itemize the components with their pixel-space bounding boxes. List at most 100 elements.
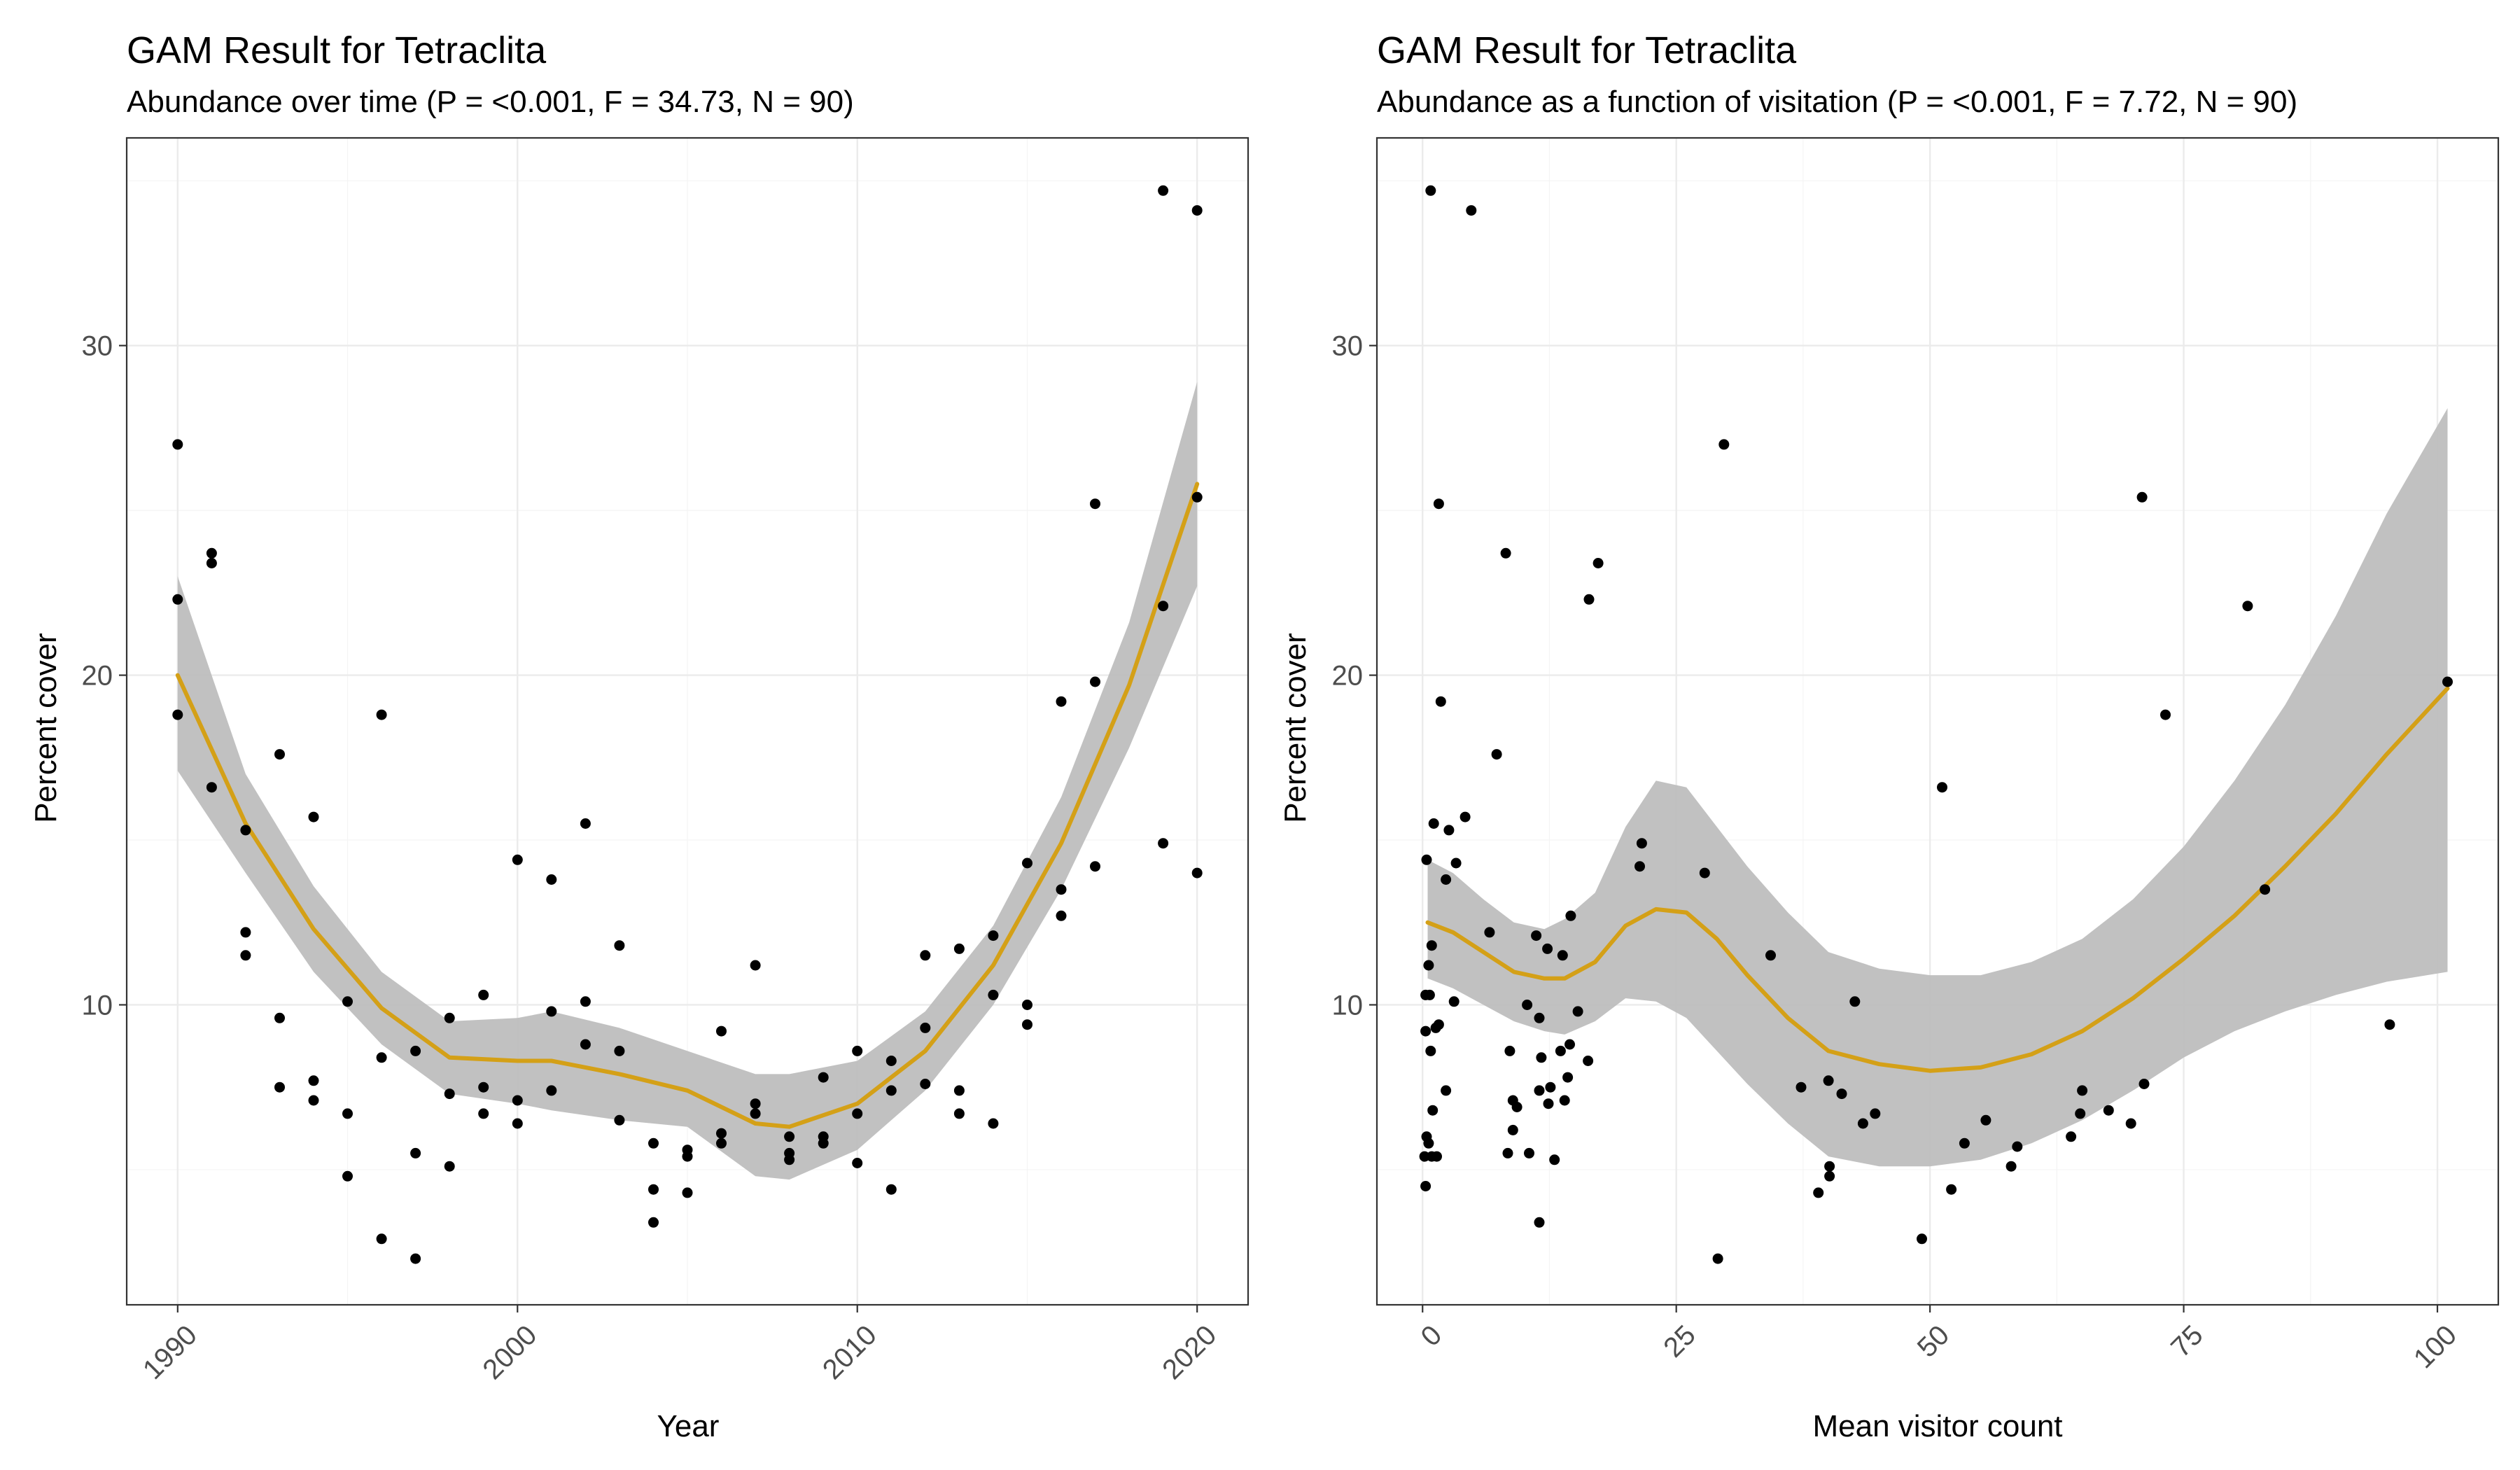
data-point (1937, 782, 1947, 793)
data-point (240, 950, 251, 961)
data-point (1507, 1124, 1518, 1135)
x-tick-label: 1990 (137, 1320, 203, 1385)
data-point (1564, 1039, 1575, 1050)
smooth-line (175, 482, 1200, 1129)
data-point (172, 594, 183, 605)
data-point (1562, 1072, 1574, 1083)
data-point (1425, 185, 1436, 196)
data-point (1870, 1108, 1881, 1119)
y-axis-title: Percent cover (1278, 633, 1312, 822)
data-point (1427, 1105, 1438, 1116)
data-point (512, 1095, 523, 1106)
data-point (750, 1098, 761, 1110)
data-point (1795, 1082, 1807, 1093)
data-point (2103, 1105, 2114, 1116)
data-point (240, 825, 251, 836)
data-point (1443, 825, 1455, 836)
y-axis-title: Percent cover (29, 633, 63, 822)
data-point (1536, 1052, 1547, 1063)
data-point (614, 1045, 625, 1056)
data-point (1090, 498, 1100, 510)
data-point (1090, 676, 1100, 687)
data-point (512, 854, 523, 865)
data-point (546, 1085, 557, 1096)
data-point (852, 1108, 863, 1119)
data-point (886, 1056, 897, 1066)
data-point (1056, 910, 1067, 921)
data-point (1583, 594, 1595, 605)
confidence-ribbon (1427, 408, 2448, 1167)
data-point (1504, 1045, 1516, 1056)
data-point (818, 1072, 829, 1083)
data-point (1636, 838, 1647, 849)
data-point (1857, 1118, 1868, 1129)
data-point (1824, 1170, 1835, 1182)
panel-year: GAM Result for Tetraclita Abundance over… (29, 29, 1250, 1443)
data-point (1549, 1154, 1560, 1166)
data-point (308, 811, 319, 822)
data-point (274, 1082, 285, 1093)
smooth-line (1425, 686, 2450, 1073)
data-point (1191, 491, 1203, 503)
data-point (2075, 1108, 2086, 1119)
data-point (1500, 547, 1511, 559)
data-point (274, 1012, 285, 1023)
x-axis-title: Mean visitor count (1812, 1409, 2062, 1443)
data-point (1534, 1012, 1545, 1023)
data-point (376, 1052, 387, 1063)
data-point (1426, 940, 1437, 951)
data-point (410, 1045, 421, 1056)
data-point (1022, 858, 1032, 869)
data-point (2012, 1141, 2023, 1152)
data-point (953, 1085, 965, 1096)
data-point (953, 943, 965, 954)
data-point (1435, 696, 1446, 707)
x-axis: 1990 2000 2010 2020 (137, 1305, 1222, 1385)
data-point (1158, 185, 1169, 196)
data-point (1433, 498, 1444, 510)
x-tick-label: 2020 (1156, 1320, 1222, 1385)
data-point (1959, 1138, 1970, 1149)
data-point (1545, 1082, 1556, 1093)
data-point (1946, 1184, 1957, 1195)
data-point (1849, 996, 1861, 1007)
data-point (614, 1114, 625, 1126)
data-point (1056, 884, 1067, 895)
data-point (1524, 1147, 1534, 1158)
data-point (1592, 558, 1604, 568)
data-point (410, 1147, 421, 1158)
data-point (1423, 1138, 1434, 1149)
data-point (1917, 1233, 1927, 1245)
data-point (716, 1026, 727, 1037)
data-point (920, 1022, 931, 1033)
data-point (1450, 858, 1462, 869)
data-point (308, 1095, 319, 1106)
grid-lines (127, 138, 1248, 1305)
data-point (716, 1128, 727, 1139)
data-point (342, 1170, 353, 1182)
data-point (308, 1075, 319, 1086)
y-tick-label: 20 (1332, 661, 1364, 692)
data-point (1420, 1181, 1432, 1191)
data-point (376, 709, 387, 720)
data-point (478, 1108, 489, 1119)
data-point (376, 1233, 387, 1245)
data-point (1555, 1045, 1566, 1056)
data-point (988, 989, 999, 1000)
data-point (716, 1138, 727, 1149)
data-point (648, 1217, 659, 1228)
data-point (2384, 1019, 2395, 1030)
data-point (546, 874, 557, 885)
x-tick-label: 2000 (477, 1320, 542, 1385)
data-point (852, 1045, 863, 1056)
data-point (1522, 1000, 1533, 1010)
panel-border (125, 136, 1250, 1306)
x-tick-label: 0 (1415, 1320, 1448, 1352)
x-tick-label: 75 (2165, 1320, 2209, 1364)
data-point (1056, 696, 1067, 707)
data-point (784, 1154, 795, 1166)
data-point (2005, 1161, 2017, 1172)
data-point (2066, 1131, 2077, 1142)
data-point (206, 782, 217, 793)
data-point (1634, 861, 1645, 872)
